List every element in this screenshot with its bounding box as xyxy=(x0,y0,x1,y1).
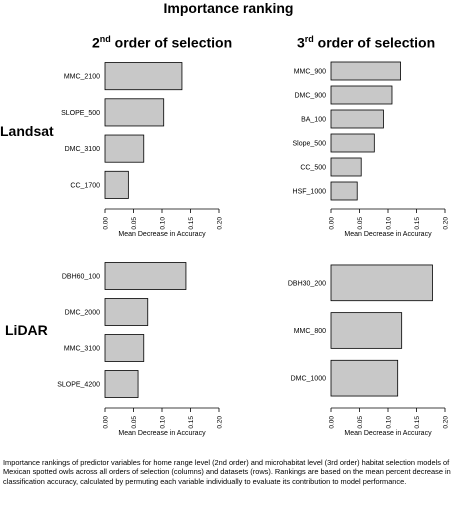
x-tick-label: 0.10 xyxy=(160,217,167,230)
bar xyxy=(330,157,362,177)
x-tick-label: 0.00 xyxy=(329,416,336,429)
x-tick-label: 0.10 xyxy=(160,416,167,429)
column-title-2nd-order: 2nd order of selection xyxy=(92,34,233,51)
category-label: DMC_3100 xyxy=(65,146,101,153)
category-label: MMC_800 xyxy=(294,328,326,335)
x-tick-label: 0.05 xyxy=(357,416,364,429)
x-tick-label: 0.20 xyxy=(443,217,450,230)
category-label: DMC_2000 xyxy=(65,310,101,317)
category-label: MMC_3100 xyxy=(64,346,100,353)
bar xyxy=(104,262,187,290)
bar xyxy=(104,334,145,362)
x-tick-label: 0.15 xyxy=(188,416,195,429)
category-label: SLOPE_4200 xyxy=(57,382,100,389)
row-title-lidar: LiDAR xyxy=(5,322,48,338)
x-tick-label: 0.00 xyxy=(103,416,110,429)
column-title-3rd-order: 3rd order of selection xyxy=(297,34,436,51)
category-label: DMC_1000 xyxy=(291,376,327,383)
x-tick-label: 0.20 xyxy=(217,416,224,429)
category-label: DMC_900 xyxy=(294,93,326,100)
category-label: DBH30_200 xyxy=(288,280,326,287)
bar xyxy=(330,359,399,397)
page-title: Importance ranking xyxy=(163,0,294,16)
bar xyxy=(104,134,145,163)
x-tick-label: 0.15 xyxy=(188,217,195,230)
bar xyxy=(104,98,165,127)
category-label: HSF_1000 xyxy=(293,189,327,196)
bar xyxy=(104,370,139,398)
row-title-landsat: Landsat xyxy=(0,123,54,139)
x-tick-label: 0.10 xyxy=(386,217,393,230)
bar xyxy=(104,62,183,91)
x-tick-label: 0.05 xyxy=(357,217,364,230)
x-tick-label: 0.05 xyxy=(131,217,138,230)
x-axis-title: Mean Decrease in Accuracy xyxy=(344,231,432,238)
category-label: BA_100 xyxy=(301,117,326,124)
category-label: CC_500 xyxy=(300,165,326,172)
bar xyxy=(104,298,149,326)
bar xyxy=(330,181,358,201)
x-tick-label: 0.15 xyxy=(414,217,421,230)
bar xyxy=(330,264,433,302)
figure-caption: Importance rankings of predictor variabl… xyxy=(3,458,451,486)
bar xyxy=(330,109,384,129)
category-label: CC_1700 xyxy=(70,182,100,189)
x-tick-label: 0.15 xyxy=(414,416,421,429)
category-label: Slope_500 xyxy=(293,141,327,148)
category-label: MMC_900 xyxy=(294,69,326,76)
bar xyxy=(104,170,129,199)
bar xyxy=(330,61,401,81)
bar xyxy=(330,312,403,349)
bar xyxy=(330,133,375,153)
category-label: DBH60_100 xyxy=(62,274,100,281)
x-tick-label: 0.10 xyxy=(386,416,393,429)
x-axis-title: Mean Decrease in Accuracy xyxy=(118,430,206,437)
bar xyxy=(330,85,393,105)
x-tick-label: 0.05 xyxy=(131,416,138,429)
x-tick-label: 0.00 xyxy=(103,217,110,230)
x-axis-title: Mean Decrease in Accuracy xyxy=(118,231,206,238)
x-axis-title: Mean Decrease in Accuracy xyxy=(344,430,432,437)
category-label: SLOPE_500 xyxy=(61,110,100,117)
x-tick-label: 0.20 xyxy=(443,416,450,429)
x-tick-label: 0.00 xyxy=(329,217,336,230)
x-tick-label: 0.20 xyxy=(217,217,224,230)
category-label: MMC_2100 xyxy=(64,74,100,81)
